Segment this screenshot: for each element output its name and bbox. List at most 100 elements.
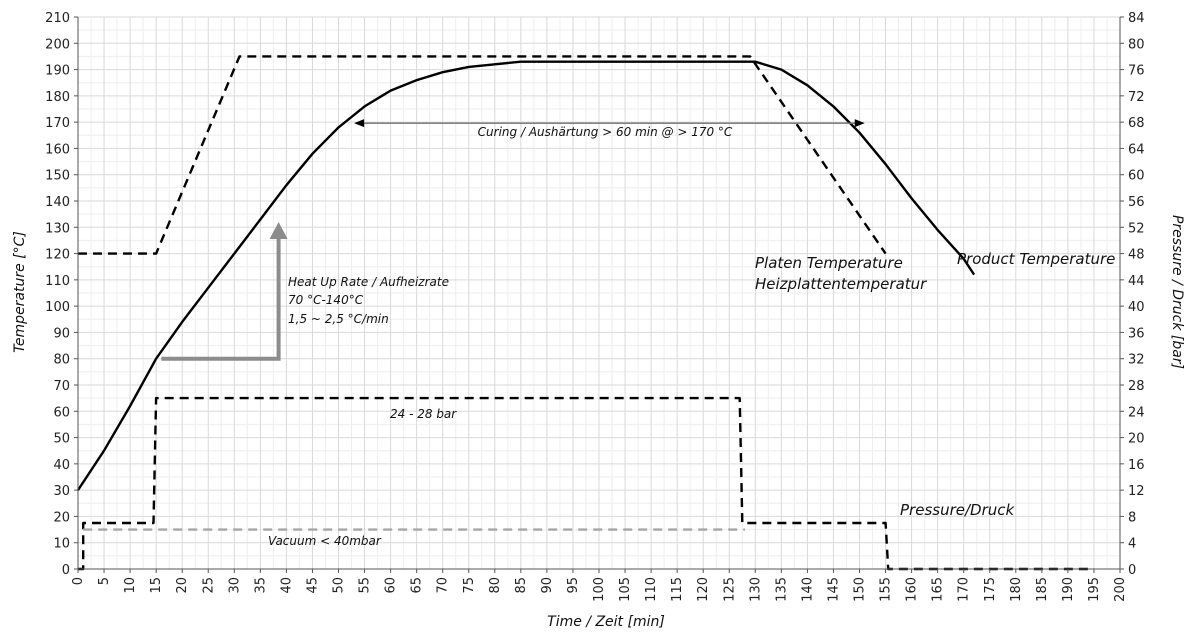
- y-tick-label: 70: [53, 379, 70, 394]
- y-tick-label: 80: [53, 353, 70, 368]
- x-tick-label: 20: [175, 577, 190, 594]
- x-tick-label: 200: [1113, 577, 1128, 602]
- y-tick-label: 170: [45, 116, 70, 131]
- y-tick-label: 180: [45, 90, 70, 105]
- y2-tick-label: 36: [1128, 326, 1145, 341]
- x-tick-label: 60: [384, 577, 399, 594]
- x-tick-label: 35: [253, 577, 268, 594]
- x-tick-label: 180: [1009, 577, 1024, 602]
- x-tick-label: 40: [279, 577, 294, 594]
- y-tick-label: 130: [45, 221, 70, 236]
- y-tick-label: 120: [45, 248, 70, 263]
- y2-tick-label: 12: [1128, 484, 1145, 499]
- y-tick-label: 10: [53, 537, 70, 552]
- x-axis-title: Time / Zeit [min]: [547, 614, 665, 630]
- y-tick-label: 160: [45, 142, 70, 157]
- platen-series-label-1: Platen Temperature: [755, 254, 903, 272]
- x-tick-label: 30: [227, 577, 242, 594]
- x-tick-label: 80: [488, 577, 503, 594]
- x-tick-label: 70: [436, 577, 451, 594]
- y2-tick-label: 84: [1128, 11, 1145, 26]
- y-tick-label: 210: [45, 11, 70, 26]
- heatup-label-1: Heat Up Rate / Aufheizrate: [288, 275, 449, 289]
- y2-tick-label: 28: [1128, 379, 1145, 394]
- x-tick-label: 85: [514, 577, 529, 594]
- x-tick-label: 110: [644, 577, 659, 602]
- x-tick-label: 125: [722, 577, 737, 602]
- y-tick-label: 190: [45, 64, 70, 79]
- y-tick-label: 0: [62, 563, 70, 578]
- x-tick-label: 185: [1035, 577, 1050, 602]
- platen-series-label-2: Heizplattentemperatur: [755, 275, 927, 293]
- x-tick-label: 190: [1061, 577, 1076, 602]
- x-tick-label: 115: [670, 577, 685, 602]
- pressure-range-label: 24 - 28 bar: [390, 407, 457, 421]
- x-tick-label: 130: [748, 577, 763, 602]
- x-tick-label: 195: [1087, 577, 1102, 602]
- y2-tick-label: 8: [1128, 510, 1136, 525]
- y2-tick-label: 0: [1128, 563, 1136, 578]
- y2-tick-label: 40: [1128, 300, 1145, 315]
- y2-tick-label: 32: [1128, 353, 1145, 368]
- y2-tick-label: 72: [1128, 90, 1145, 105]
- y2-tick-label: 60: [1128, 169, 1145, 184]
- y-tick-label: 200: [45, 37, 70, 52]
- y2-tick-label: 68: [1128, 116, 1145, 131]
- x-tick-label: 165: [931, 577, 946, 602]
- heatup-label-2: 70 °C-140°C: [288, 293, 364, 307]
- x-tick-label: 155: [879, 577, 894, 602]
- y2-tick-label: 24: [1128, 405, 1145, 420]
- x-tick-label: 55: [358, 577, 373, 594]
- x-tick-label: 0: [71, 577, 86, 585]
- pressure-series-label: Pressure/Druck: [900, 501, 1015, 519]
- x-tick-label: 10: [123, 577, 138, 594]
- x-tick-label: 135: [774, 577, 789, 602]
- x-tick-label: 150: [853, 577, 868, 602]
- curing-arrowhead-right: [854, 119, 865, 128]
- y-tick-label: 40: [53, 458, 70, 473]
- x-tick-label: 120: [696, 577, 711, 602]
- y2-tick-label: 44: [1128, 274, 1145, 289]
- x-tick-label: 145: [826, 577, 841, 602]
- y-tick-label: 100: [45, 300, 70, 315]
- x-tick-label: 105: [618, 577, 633, 602]
- x-tick-label: 140: [800, 577, 815, 602]
- y2-tick-label: 48: [1128, 248, 1145, 263]
- x-tick-label: 15: [149, 577, 164, 594]
- product-series-label: Product Temperature: [957, 250, 1115, 268]
- y-tick-label: 90: [53, 326, 70, 341]
- heatup-arrowhead: [269, 222, 288, 240]
- y-tick-label: 30: [53, 484, 70, 499]
- curing-arrowhead-left: [354, 119, 365, 128]
- x-tick-label: 95: [566, 577, 581, 594]
- heatup-label-3: 1,5 ~ 2,5 °C/min: [288, 312, 389, 326]
- grid: [77, 16, 1121, 570]
- x-tick-label: 65: [410, 577, 425, 594]
- y2-tick-label: 64: [1128, 142, 1145, 157]
- y-axis-title: Temperature [°C]: [12, 231, 28, 353]
- x-tick-label: 90: [540, 577, 555, 594]
- y-tick-label: 60: [53, 405, 70, 420]
- y-tick-label: 20: [53, 510, 70, 525]
- x-tick-label: 5: [97, 577, 112, 585]
- axes-group: Time / Zeit [min] Temperature [°C] Press…: [12, 11, 1185, 630]
- y-tick-label: 110: [45, 274, 70, 289]
- x-tick-label: 75: [462, 577, 477, 594]
- y2-tick-label: 16: [1128, 458, 1145, 473]
- y2-axis-title: Pressure / Druck [bar]: [1169, 215, 1185, 369]
- x-tick-label: 100: [592, 577, 607, 602]
- curing-annotation: Curing / Aushärtung > 60 min @ > 170 °C: [478, 125, 733, 139]
- y2-tick-label: 80: [1128, 37, 1145, 52]
- y-tick-label: 50: [53, 432, 70, 447]
- y2-tick-label: 76: [1128, 64, 1145, 79]
- x-tick-label: 50: [332, 577, 347, 594]
- product-temperature-line: [76, 60, 976, 491]
- platen-temperature-line: [78, 55, 887, 255]
- y2-tick-label: 52: [1128, 221, 1145, 236]
- y-tick-label: 150: [45, 169, 70, 184]
- annotations-group: Curing / Aushärtung > 60 min @ > 170 °C …: [161, 119, 1115, 548]
- vacuum-label: Vacuum < 40mbar: [268, 534, 382, 548]
- y2-tick-label: 4: [1128, 537, 1136, 552]
